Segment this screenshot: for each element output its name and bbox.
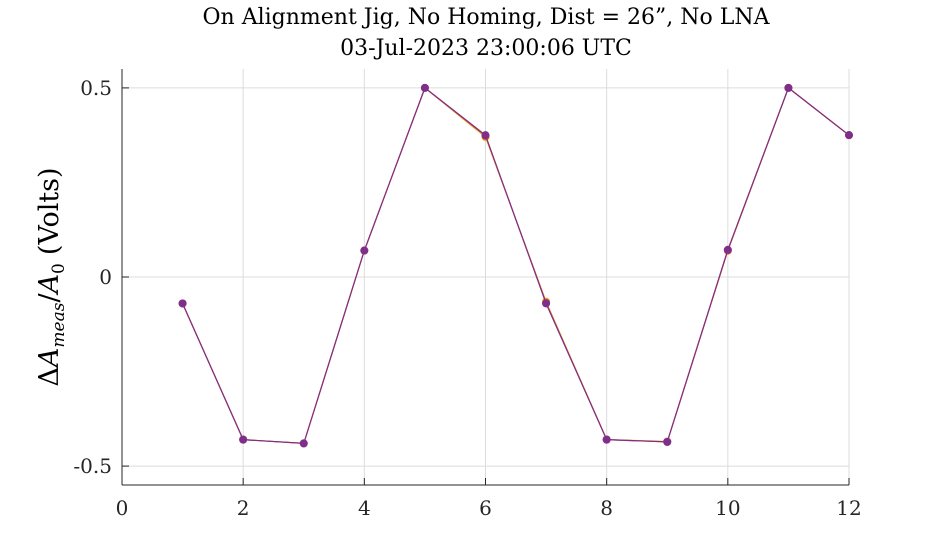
data-point <box>845 131 853 140</box>
data-point <box>178 299 187 308</box>
ylabel-a-zero: A <box>34 274 65 297</box>
x-tick-label: 4 <box>358 496 371 520</box>
x-tick-label: 8 <box>600 496 613 520</box>
series-line <box>182 86 850 445</box>
data-point <box>239 435 248 444</box>
data-point <box>481 131 490 140</box>
ylabel-units: (Volts) <box>34 167 65 255</box>
data-point <box>542 299 551 308</box>
chart-title: On Alignment Jig, No Homing, Dist = 26”,… <box>203 5 771 30</box>
y-tick-label: 0 <box>99 265 112 289</box>
ylabel-delta: Δ <box>34 367 65 387</box>
series-1 <box>178 83 853 448</box>
series-3 <box>178 83 853 448</box>
series-2 <box>178 83 853 448</box>
ylabel-slash: / <box>34 293 65 303</box>
x-tick-label: 12 <box>836 496 861 520</box>
data-point <box>723 245 732 254</box>
x-tick-label: 6 <box>479 496 492 520</box>
data-point <box>420 83 429 92</box>
y-axis-label: ΔAmeas/A0(Volts) <box>34 167 69 386</box>
ticks: 0 2 4 6 8 10 12-0.500.5 <box>73 76 861 520</box>
series-line <box>182 86 850 445</box>
data-point <box>663 437 672 446</box>
y-tick-label: 0.5 <box>80 76 112 100</box>
data-point <box>360 246 369 255</box>
data-point <box>299 439 308 448</box>
ylabel-sub-zero: 0 <box>49 263 69 274</box>
y-tick-label: -0.5 <box>73 454 112 478</box>
x-tick-label: 0 <box>116 496 129 520</box>
chart-subtitle: 03-Jul-2023 23:00:06 UTC <box>340 36 632 61</box>
ylabel-a-meas: A <box>34 348 65 371</box>
x-tick-label: 10 <box>715 496 740 520</box>
x-tick-label: 2 <box>237 496 250 520</box>
ylabel-sub-meas: meas <box>49 302 69 347</box>
series-line <box>182 86 850 445</box>
data-point <box>602 435 611 444</box>
data-point <box>784 83 793 92</box>
plot-series <box>178 83 853 448</box>
